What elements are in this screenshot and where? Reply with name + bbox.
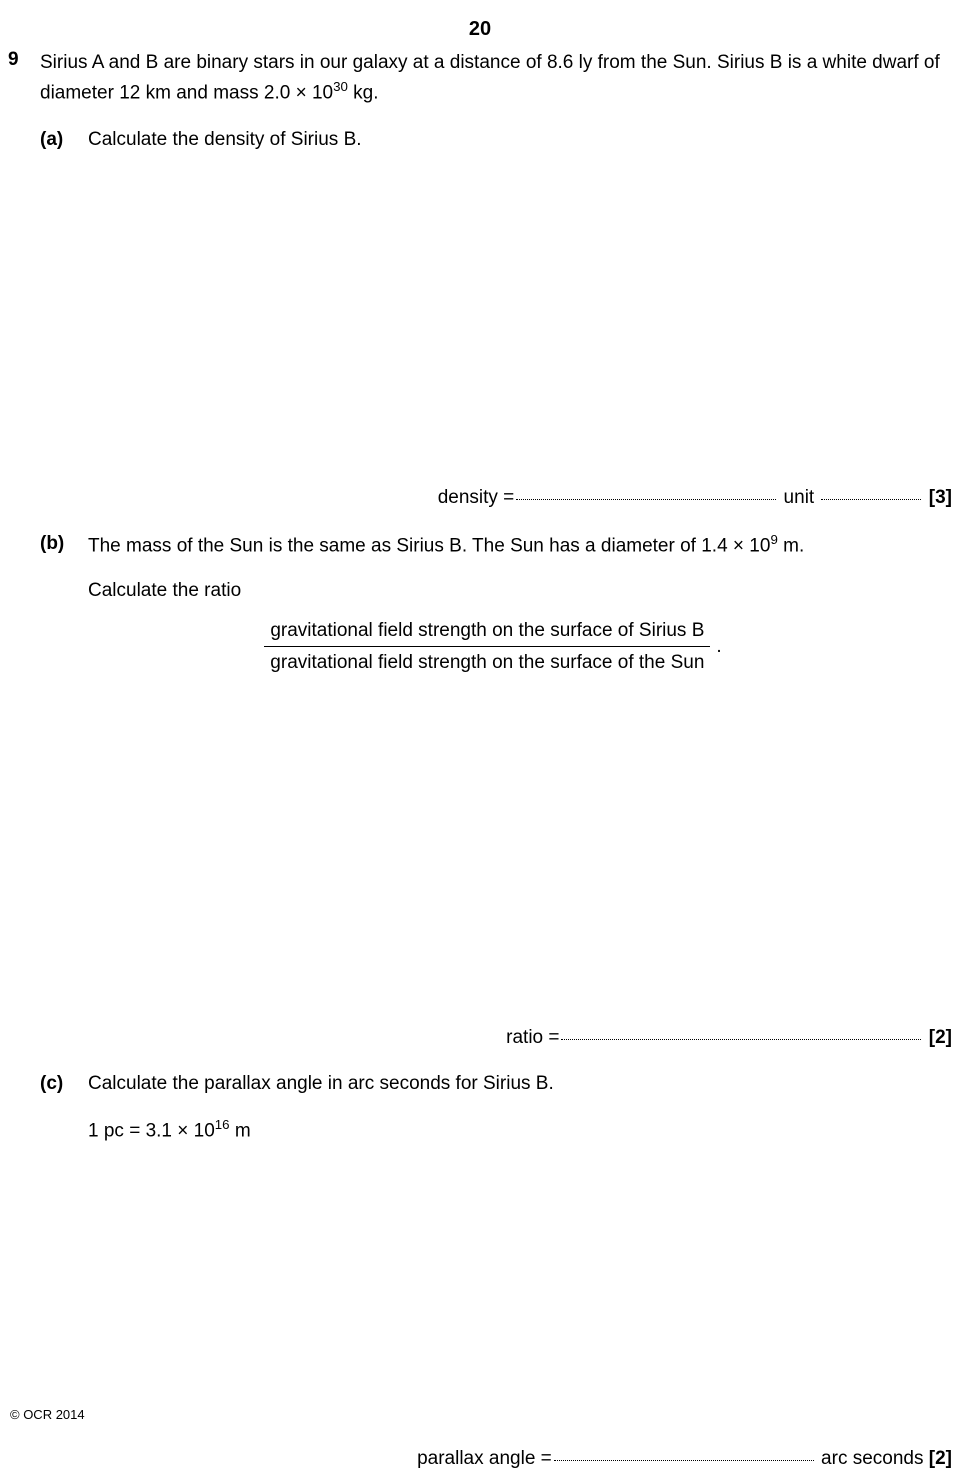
density-blank[interactable] bbox=[516, 481, 776, 500]
part-b: (b) The mass of the Sun is the same as S… bbox=[40, 530, 952, 680]
part-a: (a) Calculate the density of Sirius B. bbox=[40, 126, 952, 154]
parallax-blank[interactable] bbox=[554, 1442, 814, 1461]
part-c-answer: parallax angle = arc seconds [2] bbox=[40, 1445, 952, 1473]
part-a-body: Calculate the density of Sirius B. bbox=[88, 126, 952, 154]
unit-label: unit bbox=[778, 484, 819, 512]
intro-end: kg. bbox=[348, 82, 379, 103]
question-9: 9 Sirius A and B are binary stars in our… bbox=[8, 49, 952, 1473]
part-a-text: Calculate the density of Sirius B. bbox=[88, 129, 362, 150]
part-b-text1: The mass of the Sun is the same as Siriu… bbox=[88, 535, 770, 556]
part-c-given: 1 pc = 3.1 × 1016 m bbox=[88, 1115, 952, 1145]
given-end: m bbox=[230, 1120, 251, 1141]
unit-blank[interactable] bbox=[821, 481, 921, 500]
part-b-text1-end: m. bbox=[778, 535, 804, 556]
part-c-body: Calculate the parallax angle in arc seco… bbox=[88, 1070, 952, 1145]
question-content: 9 Sirius A and B are binary stars in our… bbox=[0, 49, 960, 1473]
part-a-marks: [3] bbox=[923, 484, 952, 512]
given-sup: 16 bbox=[215, 1117, 230, 1132]
fraction-denominator: gravitational field strength on the surf… bbox=[264, 647, 710, 679]
part-a-answer: density = unit [3] bbox=[40, 484, 952, 512]
ratio-blank[interactable] bbox=[561, 1021, 921, 1040]
arcseconds-label: arc seconds bbox=[816, 1445, 929, 1473]
ratio-label: ratio = bbox=[506, 1024, 559, 1052]
part-c-text: Calculate the parallax angle in arc seco… bbox=[88, 1073, 554, 1094]
part-b-label: (b) bbox=[40, 530, 88, 680]
ratio-fraction: gravitational field strength on the surf… bbox=[264, 615, 710, 679]
intro-sup: 30 bbox=[333, 79, 348, 94]
part-b-text2: Calculate the ratio bbox=[88, 577, 952, 605]
question-number: 9 bbox=[8, 49, 40, 1473]
part-c-label: (c) bbox=[40, 1070, 88, 1145]
given-text: 1 pc = 3.1 × 10 bbox=[88, 1120, 215, 1141]
fraction-period: . bbox=[716, 633, 721, 661]
part-b-body: The mass of the Sun is the same as Siriu… bbox=[88, 530, 952, 680]
density-label: density = bbox=[438, 484, 515, 512]
fraction-numerator: gravitational field strength on the surf… bbox=[264, 615, 710, 648]
intro-text: Sirius A and B are binary stars in our g… bbox=[40, 52, 940, 103]
part-a-label: (a) bbox=[40, 126, 88, 154]
question-intro: Sirius A and B are binary stars in our g… bbox=[40, 49, 952, 1473]
part-c-marks: [2] bbox=[929, 1445, 952, 1473]
copyright: © OCR 2014 bbox=[10, 1407, 85, 1422]
parallax-label: parallax angle = bbox=[417, 1445, 552, 1473]
page-number: 20 bbox=[0, 0, 960, 41]
part-c: (c) Calculate the parallax angle in arc … bbox=[40, 1070, 952, 1145]
part-b-sup: 9 bbox=[770, 532, 777, 547]
part-b-answer: ratio = [2] bbox=[40, 1024, 952, 1052]
ratio-fraction-row: gravitational field strength on the surf… bbox=[88, 615, 952, 679]
part-b-marks: [2] bbox=[923, 1024, 952, 1052]
